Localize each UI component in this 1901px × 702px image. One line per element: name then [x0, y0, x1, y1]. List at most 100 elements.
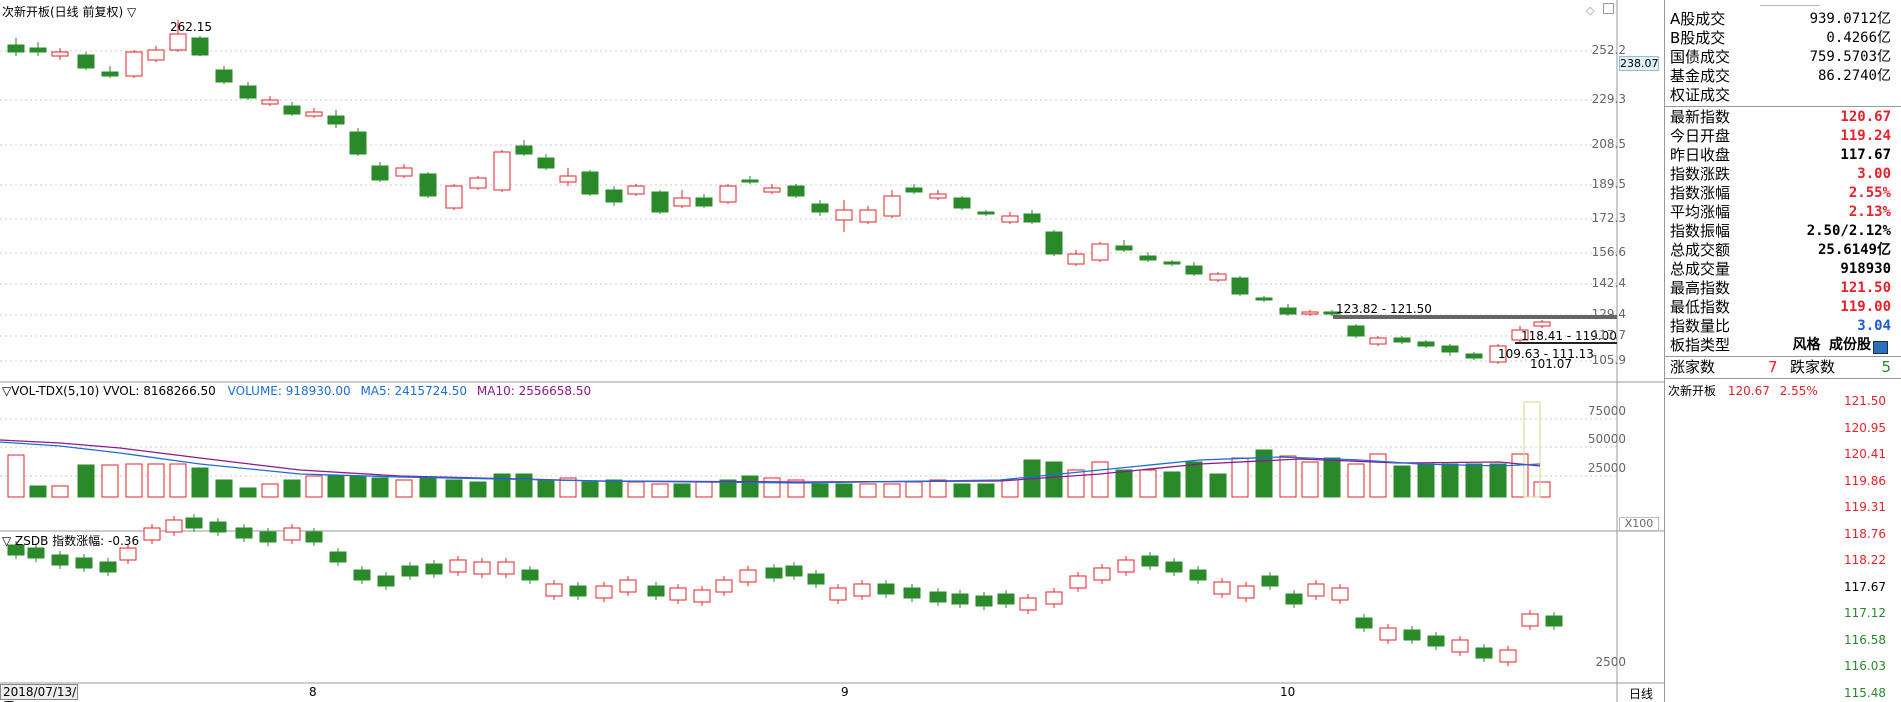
- window-toggle-icon[interactable]: [1603, 3, 1614, 14]
- volume-bar: [395, 479, 413, 498]
- candle-body: [559, 175, 577, 183]
- zsdb-candle: [693, 589, 711, 603]
- mini-y-tick: 119.31: [1844, 500, 1886, 514]
- candle-body: [419, 173, 437, 197]
- volume-bar: [537, 479, 555, 498]
- volume-multiplier: X100: [1619, 517, 1659, 531]
- row-value: 2.50/2.12%: [1806, 223, 1891, 239]
- volume-bar: [305, 475, 323, 498]
- mini-y-tick: 120.95: [1844, 420, 1886, 435]
- range-label-2: 118.41 - 119.00: [1521, 329, 1617, 343]
- candle-body: [1441, 345, 1459, 353]
- main-y-tick: 129.4: [1591, 307, 1626, 321]
- zsdb-candle: [929, 591, 947, 603]
- volume-bar: [651, 483, 669, 498]
- main-chart-title[interactable]: 次新开板(日线 前复权) ▽: [2, 3, 136, 20]
- row-label: 指数振幅: [1670, 222, 1731, 240]
- candle-body: [859, 209, 877, 223]
- candle-body: [101, 71, 119, 77]
- candle-body: [1417, 341, 1435, 347]
- volume-bar: [741, 475, 759, 498]
- index-stat-row: 最高指数 121.50: [1668, 279, 1891, 298]
- zsdb-candle: [1451, 639, 1469, 653]
- volume-bar: [515, 473, 533, 498]
- index-stat-row: 总成交量 918930: [1668, 260, 1891, 279]
- volume-bar: [605, 479, 623, 498]
- zsdb-candle: [1117, 559, 1135, 573]
- candle-body: [719, 185, 737, 203]
- zsdb-candle: [951, 593, 969, 605]
- zsdb-candle: [903, 587, 921, 599]
- chart-menu-icon[interactable]: ▽: [127, 5, 137, 19]
- market-turnover-row: A股成交 939.0712亿: [1668, 10, 1891, 29]
- volume-panel-title[interactable]: ▽VOL-TDX(5,10) VVOL: 8168266.50 VOLUME: …: [2, 384, 591, 398]
- main-y-tick: 105.9: [1591, 353, 1626, 367]
- panel-divider-3: [1664, 378, 1901, 379]
- zsdb-candle: [119, 547, 137, 561]
- candle-body: [1139, 255, 1157, 261]
- zsdb-panel-title[interactable]: ▽ ZSDB 指数涨幅: -0.36: [2, 534, 140, 548]
- row-value: 120.67: [1840, 109, 1891, 125]
- main-y-tick: 189.5: [1591, 177, 1626, 191]
- candle-body: [741, 179, 759, 183]
- mini-chart-header[interactable]: 次新开板 120.67 2.55%: [1668, 382, 1818, 399]
- volume-bar: [835, 483, 853, 498]
- candle-body: [1255, 297, 1273, 301]
- volume-bar: [419, 477, 437, 498]
- mini-y-tick: 117.67: [1844, 579, 1886, 594]
- mini-y-tick: 116.03: [1844, 659, 1886, 673]
- zsdb-candle: [1213, 581, 1231, 595]
- zsdb-candle: [1379, 627, 1397, 641]
- row-value: 3.04: [1857, 318, 1891, 334]
- index-stat-row: 平均涨幅 2.13%: [1668, 203, 1891, 222]
- candle-body: [1489, 345, 1507, 363]
- volume-bar: [953, 483, 971, 498]
- candle-body: [1323, 311, 1341, 315]
- zsdb-candle: [785, 565, 803, 577]
- row-value: 3.00: [1857, 166, 1891, 182]
- candle-body: [1533, 321, 1551, 327]
- volume-bar: [1163, 471, 1181, 498]
- candle-body: [1231, 277, 1249, 295]
- zsdb-candle: [545, 583, 563, 597]
- volume-bar: [1393, 465, 1411, 498]
- zsdb-candle: [209, 521, 227, 533]
- volume-bar: [1091, 461, 1109, 498]
- zsdb-candle: [1189, 569, 1207, 581]
- candle-body: [7, 44, 25, 53]
- candle-body: [1185, 265, 1203, 275]
- volume-bar: [371, 477, 389, 498]
- zsdb-candle: [829, 587, 847, 601]
- candle-body: [651, 191, 669, 213]
- month-label-10: 10: [1280, 685, 1296, 699]
- grid-icon[interactable]: [1873, 341, 1888, 354]
- candle-body: [327, 115, 345, 125]
- candle-body: [349, 131, 367, 155]
- volume-bar: [261, 483, 279, 498]
- main-y-tick: 172.3: [1591, 211, 1626, 225]
- volume-y-tick: 50000: [1587, 432, 1626, 446]
- mini-y-tick: 121.50: [1844, 394, 1886, 408]
- candle-body: [493, 151, 511, 191]
- zsdb-candle: [569, 585, 587, 597]
- zsdb-candle: [1355, 617, 1373, 629]
- zsdb-candle: [377, 575, 395, 587]
- volume-bar: [327, 475, 345, 498]
- index-stat-row: 总成交额 25.6149亿: [1668, 241, 1891, 260]
- volume-bar: [1369, 453, 1387, 498]
- highlight-volume-box: [1523, 401, 1541, 498]
- volume-title-text: ▽VOL-TDX(5,10) VVOL: 8168266.50: [2, 384, 216, 398]
- zsdb-candle: [1331, 587, 1349, 601]
- period-label[interactable]: 日线: [1629, 687, 1654, 701]
- zsdb-candle: [75, 557, 93, 569]
- row-label: 平均涨幅: [1670, 203, 1731, 221]
- candle-body: [905, 187, 923, 193]
- index-stat-row: 板指类型 风格 成份股: [1668, 336, 1891, 355]
- zsdb-candle: [715, 579, 733, 593]
- volume-bar: [719, 479, 737, 498]
- zsdb-candle: [1093, 567, 1111, 581]
- volume-bar: [883, 483, 901, 498]
- diamond-icon[interactable]: ◇: [1586, 4, 1595, 17]
